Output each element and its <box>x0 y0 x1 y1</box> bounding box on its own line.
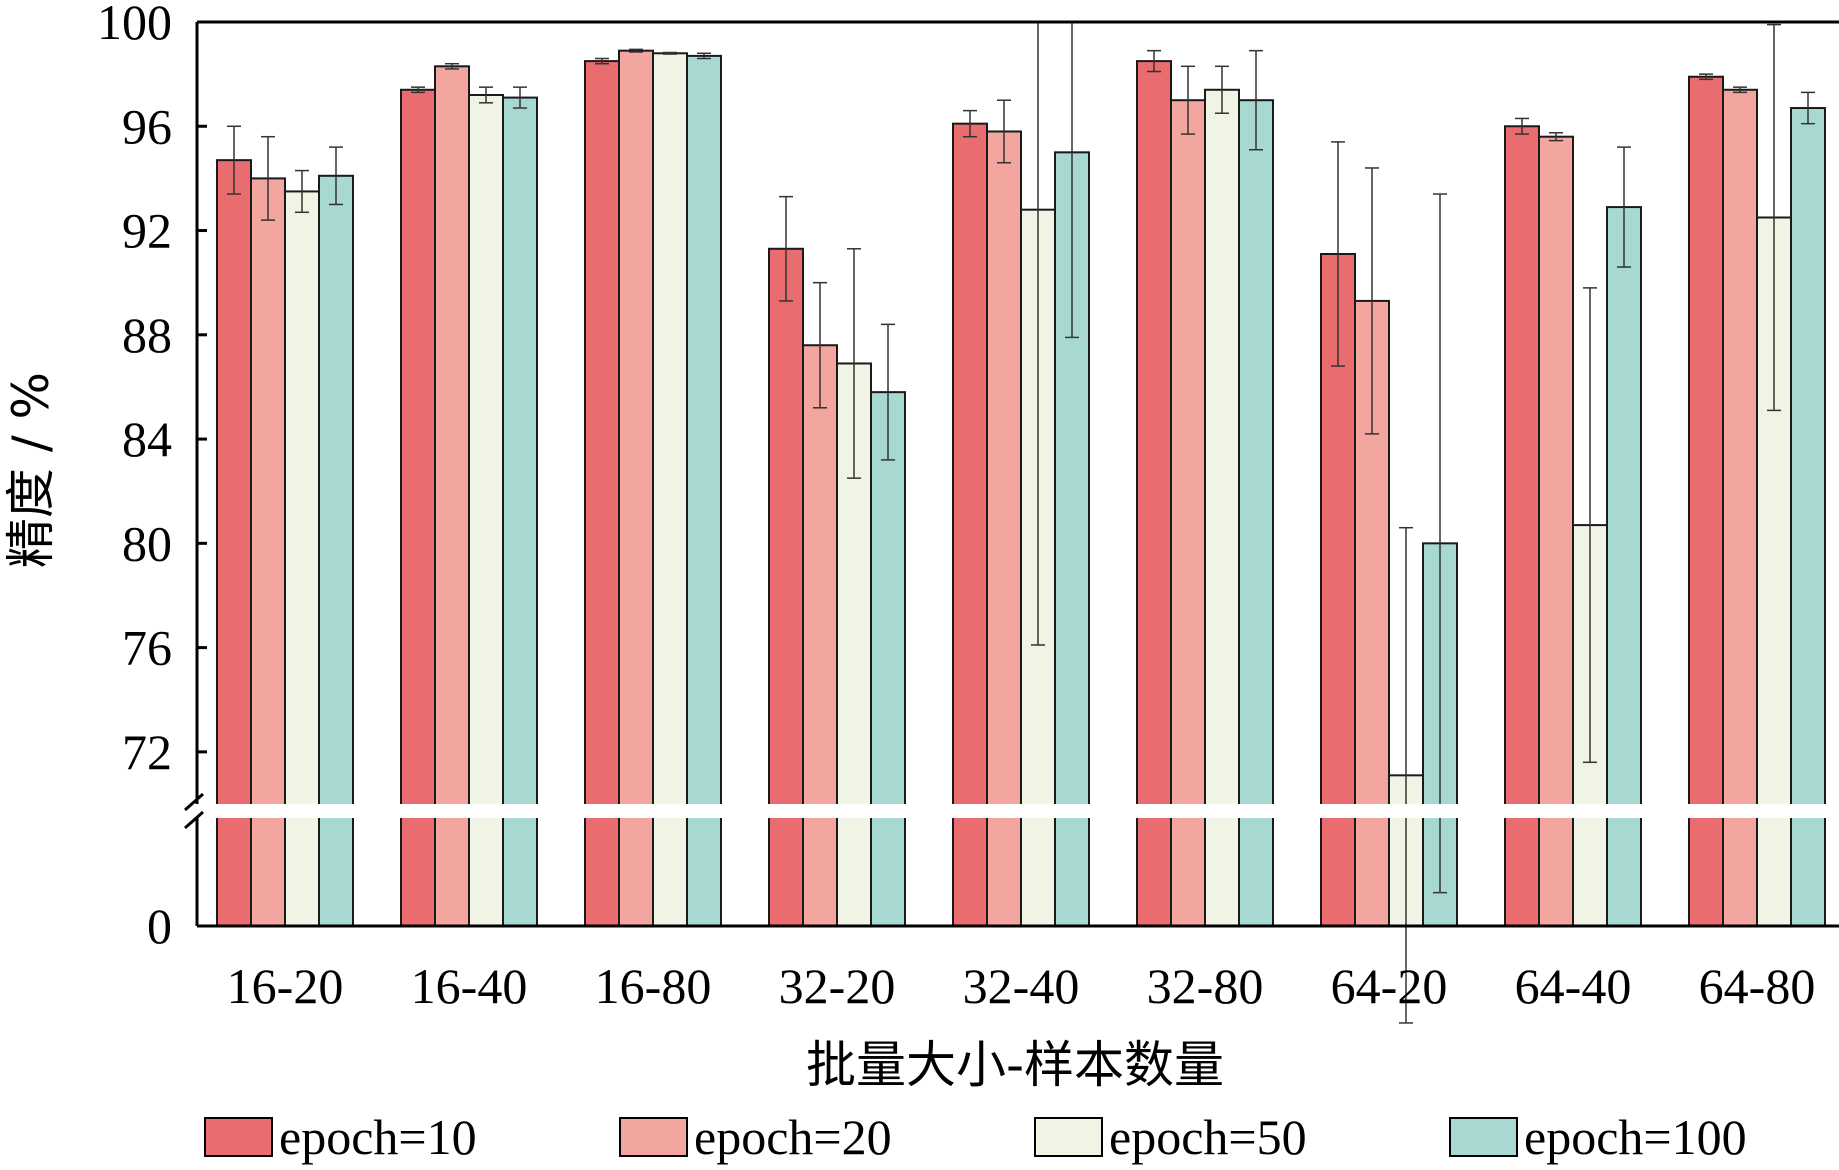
axes: 72 76 80 84 88 92 96 100 0 16-20 16-40 16-80 32-20 32… <box>97 0 1839 1014</box>
bar-64-80-epoch-10 <box>1688 75 1724 928</box>
error-bar-32-40-epoch-100 <box>1065 22 1079 339</box>
legend-item-epoch-50: epoch=50 <box>1034 1109 1307 1165</box>
bar-16-80-epoch-100 <box>686 54 722 928</box>
x-tick-label-16-20: 16-20 <box>227 958 344 1014</box>
x-tick-label-32-80: 32-80 <box>1147 958 1264 1014</box>
error-bar-16-20-epoch-10 <box>227 125 241 195</box>
legend-swatch <box>204 1117 273 1157</box>
y-tick-label-92: 92 <box>122 203 172 259</box>
error-bar-64-20-epoch-10 <box>1331 141 1345 367</box>
y-tick-label-0: 0 <box>147 898 172 954</box>
error-bar-64-40-epoch-50 <box>1583 287 1597 764</box>
error-bar-16-20-epoch-50 <box>295 169 309 214</box>
bar-16-80-epoch-10 <box>584 60 620 928</box>
error-bar-64-80-epoch-50 <box>1767 23 1781 412</box>
y-axis-title: 精度 / % <box>2 372 60 568</box>
error-bar-32-20-epoch-10 <box>779 195 793 302</box>
legend-label: epoch=20 <box>694 1109 892 1165</box>
y-tick-label-100: 100 <box>97 0 172 50</box>
legend-label: epoch=10 <box>279 1109 477 1165</box>
error-bar-64-80-epoch-10 <box>1699 73 1713 81</box>
bar-32-40-epoch-20 <box>986 130 1022 928</box>
error-bar-32-80-epoch-20 <box>1181 65 1195 135</box>
x-tick-label-32-40: 32-40 <box>963 958 1080 1014</box>
error-bar-64-40-epoch-10 <box>1515 117 1529 135</box>
bar-64-80-epoch-100 <box>1790 107 1826 927</box>
error-bar-16-80-epoch-50 <box>663 51 677 55</box>
legend: epoch=10 epoch=20 epoch=50 epoch=100 <box>204 1109 1747 1165</box>
legend-label: epoch=100 <box>1524 1109 1747 1165</box>
x-tick-label-64-20: 64-20 <box>1331 958 1448 1014</box>
bar-16-40-epoch-20 <box>434 65 470 927</box>
error-bar-64-40-epoch-20 <box>1549 132 1563 142</box>
bar-32-20-epoch-10 <box>768 247 804 927</box>
error-bar-16-80-epoch-20 <box>629 48 643 53</box>
error-bar-16-40-epoch-50 <box>479 86 493 104</box>
error-bar-16-40-epoch-10 <box>411 86 425 94</box>
y-tick-label-88: 88 <box>122 307 172 363</box>
error-bar-64-20-epoch-50 <box>1399 526 1413 1024</box>
bar-16-40-epoch-50 <box>468 93 504 927</box>
x-tick-label-64-40: 64-40 <box>1515 958 1632 1014</box>
bar-16-80-epoch-50 <box>652 52 688 927</box>
error-bar-64-80-epoch-100 <box>1801 91 1815 125</box>
error-bar-16-20-epoch-100 <box>329 146 343 206</box>
legend-label: epoch=50 <box>1109 1109 1307 1165</box>
legend-swatch <box>619 1117 688 1157</box>
legend-swatch <box>1034 1117 1103 1157</box>
x-tick-label-64-80: 64-80 <box>1699 958 1816 1014</box>
error-bar-32-20-epoch-100 <box>881 323 895 461</box>
y-tick-label-84: 84 <box>122 411 172 467</box>
bar-32-20-epoch-20 <box>802 344 838 927</box>
error-bar-32-40-epoch-10 <box>963 109 977 138</box>
error-bar-32-80-epoch-50 <box>1215 65 1229 114</box>
bar-32-80-epoch-50 <box>1204 88 1240 928</box>
bar-32-80-epoch-10 <box>1136 60 1172 928</box>
bar-16-80-epoch-20 <box>618 49 654 927</box>
bar-64-80-epoch-20 <box>1722 88 1758 928</box>
error-bar-16-40-epoch-100 <box>513 86 527 109</box>
y-tick-label-80: 80 <box>122 515 172 571</box>
error-bar-32-20-epoch-50 <box>847 248 861 479</box>
error-bar-16-80-epoch-10 <box>595 57 609 65</box>
x-tick-label-16-40: 16-40 <box>411 958 528 1014</box>
error-bar-64-40-epoch-100 <box>1617 146 1631 268</box>
error-bar-32-80-epoch-100 <box>1249 49 1263 151</box>
legend-item-epoch-20: epoch=20 <box>619 1109 892 1165</box>
error-bar-16-20-epoch-20 <box>261 135 275 221</box>
bar-16-40-epoch-100 <box>502 96 538 928</box>
y-tick-label-76: 76 <box>122 620 172 676</box>
axis-break-mark-lower <box>184 810 204 830</box>
x-axis-title: 批量大小-样本数量 <box>806 1036 1224 1094</box>
error-bar-32-20-epoch-20 <box>813 281 827 409</box>
bar-32-40-epoch-10 <box>952 122 988 928</box>
bar-32-80-epoch-100 <box>1238 99 1274 927</box>
y-tick-label-72: 72 <box>122 724 172 780</box>
error-bar-64-80-epoch-20 <box>1733 86 1747 94</box>
bar-32-80-epoch-20 <box>1170 99 1206 927</box>
y-tick-label-96: 96 <box>122 98 172 154</box>
legend-item-epoch-100: epoch=100 <box>1449 1109 1747 1165</box>
x-tick-label-16-80: 16-80 <box>595 958 712 1014</box>
bar-16-40-epoch-10 <box>400 88 436 928</box>
error-bar-32-40-epoch-50 <box>1031 22 1045 646</box>
error-bar-64-20-epoch-100 <box>1433 193 1447 894</box>
x-tick-label-32-20: 32-20 <box>779 958 896 1014</box>
error-bar-32-80-epoch-10 <box>1147 49 1161 73</box>
axis-break-band <box>193 804 1839 818</box>
legend-item-epoch-10: epoch=10 <box>204 1109 477 1165</box>
axis-break-mark-upper <box>184 792 204 812</box>
error-bar-16-80-epoch-100 <box>697 52 711 60</box>
plot-area <box>193 22 1839 1024</box>
bar-32-20-epoch-100 <box>870 391 906 927</box>
error-bar-16-40-epoch-20 <box>445 62 459 70</box>
error-bar-32-40-epoch-20 <box>997 99 1011 164</box>
legend-swatch <box>1449 1117 1518 1157</box>
error-bar-64-20-epoch-20 <box>1365 167 1379 435</box>
bar-16-20-epoch-10 <box>216 159 252 928</box>
bar-64-40-epoch-100 <box>1606 206 1642 928</box>
